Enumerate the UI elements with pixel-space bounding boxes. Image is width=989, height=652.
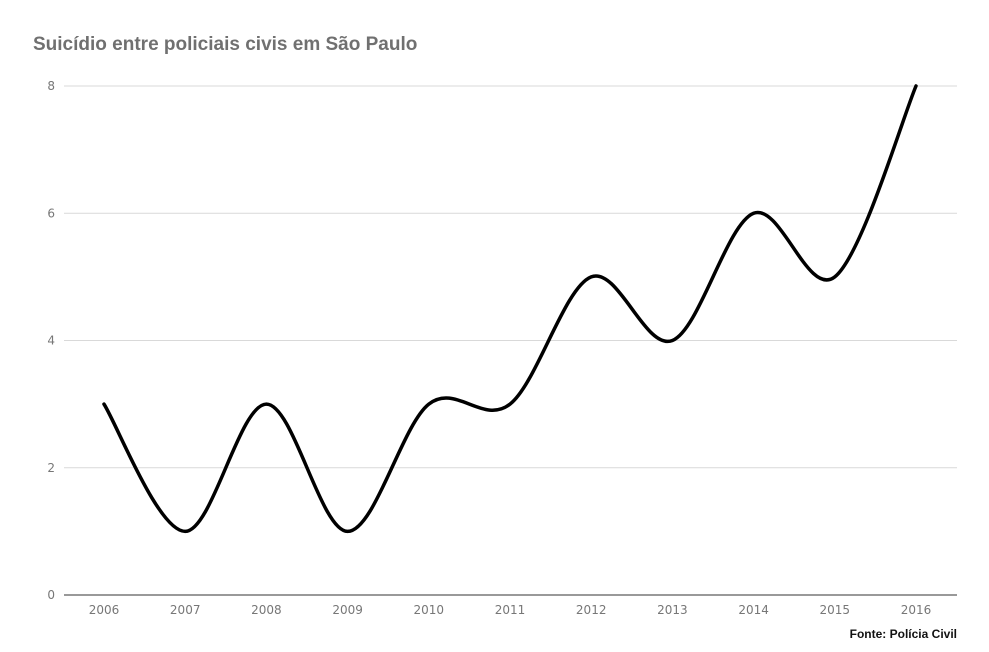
x-tick-label: 2014 [738,603,769,617]
y-tick-label: 6 [47,206,55,220]
x-tick-label: 2016 [901,603,932,617]
series-line [102,84,918,534]
x-tick-label: 2010 [414,603,445,617]
x-tick-label: 2013 [657,603,688,617]
gridlines [64,85,957,469]
x-tick-label: 2012 [576,603,607,617]
source-note: Fonte: Polícia Civil [849,627,957,641]
y-tick-label: 8 [47,79,55,93]
y-axis-ticks: 0 2 4 6 8 [47,79,55,602]
chart-title: Suicídio entre policiais civis em São Pa… [33,34,418,55]
x-tick-label: 2009 [332,603,363,617]
x-tick-label: 2007 [170,603,201,617]
x-tick-label: 2011 [495,603,526,617]
x-tick-label: 2006 [89,603,120,617]
x-axis-ticks: 2006 2007 2008 2009 2010 2011 2012 2013 2014 2015… [89,603,932,617]
y-tick-label: 0 [47,588,55,602]
y-tick-label: 4 [47,334,55,348]
y-tick-label: 2 [47,461,55,475]
x-tick-label: 2008 [251,603,282,617]
x-tick-label: 2015 [820,603,851,617]
